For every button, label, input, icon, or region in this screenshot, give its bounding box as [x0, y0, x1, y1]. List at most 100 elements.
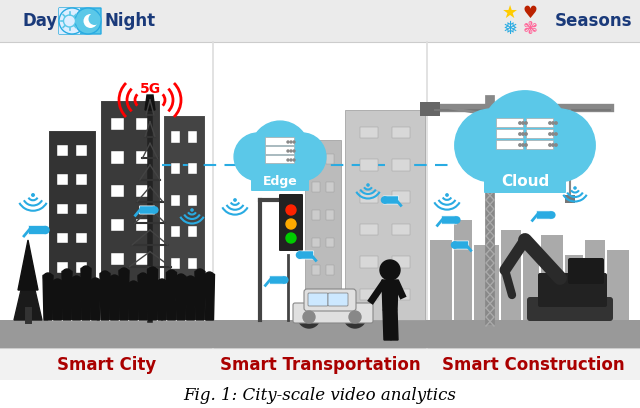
Circle shape [451, 242, 458, 248]
FancyBboxPatch shape [383, 196, 399, 204]
Bar [360, 224, 378, 235]
Polygon shape [145, 95, 155, 110]
Polygon shape [18, 240, 38, 290]
Circle shape [148, 267, 157, 276]
Bar [188, 226, 197, 237]
FancyBboxPatch shape [527, 129, 554, 138]
Polygon shape [186, 278, 195, 320]
Text: ❅: ❅ [502, 20, 518, 38]
FancyBboxPatch shape [538, 273, 607, 307]
Circle shape [519, 122, 521, 124]
Bar [111, 118, 124, 130]
FancyBboxPatch shape [497, 129, 524, 138]
Bar [360, 159, 378, 171]
Bar [77, 145, 87, 155]
Circle shape [548, 122, 551, 124]
Bar [585, 240, 605, 320]
Circle shape [293, 159, 295, 161]
Bar [312, 154, 319, 164]
Bar [360, 191, 378, 203]
Bar [111, 185, 124, 197]
Bar [77, 262, 87, 273]
Bar [392, 256, 410, 268]
Circle shape [555, 133, 557, 135]
Polygon shape [62, 271, 72, 320]
Bar [420, 102, 440, 116]
Polygon shape [176, 276, 186, 320]
Bar [171, 289, 180, 301]
Circle shape [512, 135, 569, 192]
Circle shape [481, 91, 569, 179]
Bar [188, 163, 197, 174]
Bar [326, 182, 334, 192]
Circle shape [298, 306, 320, 328]
Bar [57, 233, 68, 244]
FancyBboxPatch shape [568, 258, 604, 284]
Circle shape [191, 209, 193, 211]
Circle shape [110, 275, 119, 284]
Circle shape [548, 144, 551, 146]
FancyBboxPatch shape [442, 216, 457, 224]
Bar [136, 118, 148, 130]
Polygon shape [382, 280, 398, 310]
Polygon shape [90, 280, 100, 320]
Bar [326, 210, 334, 220]
Circle shape [271, 150, 309, 187]
FancyBboxPatch shape [140, 206, 155, 214]
Polygon shape [138, 275, 148, 320]
Bar [188, 258, 197, 269]
Polygon shape [72, 278, 81, 320]
Circle shape [522, 122, 524, 124]
Circle shape [522, 109, 595, 182]
FancyBboxPatch shape [497, 140, 524, 149]
Circle shape [287, 141, 289, 143]
Bar [136, 287, 148, 299]
Polygon shape [43, 275, 53, 320]
Bar [312, 210, 319, 220]
Circle shape [234, 133, 282, 181]
Bar [171, 226, 180, 237]
Bar [171, 258, 180, 269]
Bar [59, 8, 80, 34]
Bar [541, 235, 563, 320]
Circle shape [195, 269, 205, 278]
Bar [171, 163, 180, 174]
Circle shape [552, 144, 554, 146]
Circle shape [290, 150, 292, 152]
Circle shape [286, 219, 296, 229]
Circle shape [53, 279, 62, 288]
Bar [136, 151, 148, 164]
Bar [0, 0, 640, 42]
Bar [136, 253, 148, 265]
Circle shape [552, 122, 554, 124]
Bar [77, 204, 87, 214]
Circle shape [177, 274, 186, 283]
Circle shape [293, 150, 295, 152]
Circle shape [205, 272, 214, 281]
Circle shape [287, 159, 289, 161]
Text: Smart Transportation: Smart Transportation [220, 356, 420, 374]
Bar [111, 287, 124, 299]
Bar [57, 175, 68, 185]
Bar [77, 175, 87, 185]
Circle shape [42, 226, 49, 233]
Bar [474, 245, 499, 320]
Bar [312, 237, 319, 248]
Bar [360, 288, 378, 300]
Polygon shape [147, 269, 157, 320]
Bar [392, 288, 410, 300]
Bar [392, 224, 410, 235]
Circle shape [525, 122, 527, 124]
Polygon shape [383, 310, 391, 340]
Circle shape [303, 311, 315, 323]
Bar [57, 145, 68, 155]
Bar [501, 230, 521, 320]
FancyBboxPatch shape [308, 293, 328, 306]
Circle shape [522, 133, 524, 135]
Circle shape [157, 279, 166, 288]
FancyBboxPatch shape [279, 194, 303, 251]
FancyBboxPatch shape [266, 137, 294, 146]
FancyBboxPatch shape [293, 303, 373, 323]
Bar [111, 253, 124, 265]
Bar [77, 233, 87, 244]
